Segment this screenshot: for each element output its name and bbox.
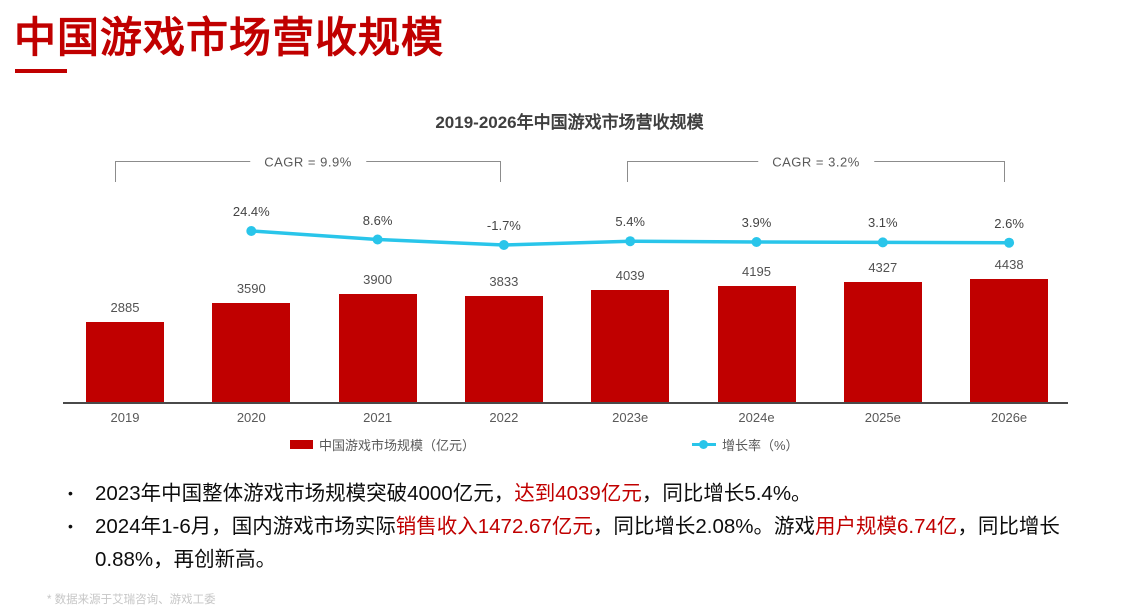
growth-rate-label-2024e: 3.9%: [741, 215, 772, 230]
bar-value-label-2021: 3900: [363, 272, 393, 287]
x-axis-label-2019: 2019: [110, 410, 140, 425]
bar-value-label-2023e: 4039: [615, 268, 645, 283]
bar-2025e: [843, 282, 922, 403]
legend-line-swatch-icon: [692, 439, 716, 450]
growth-point-2025e: [877, 237, 888, 248]
x-axis-label-2025e: 2025e: [864, 410, 901, 425]
highlighted-text-segment: 用户规模6.74亿: [814, 515, 958, 538]
bracket-tick-right: [500, 161, 501, 182]
bar-2024e: [717, 286, 796, 403]
cagr-label-second: CAGR = 3.2%: [758, 154, 874, 170]
bullet-item-1: • 2023年中国整体游戏市场规模突破4000亿元，达到4039亿元，同比增长5.…: [64, 477, 1120, 510]
growth-rate-line: [249, 229, 1011, 247]
text-segment: 2024年1-6月，国内游戏市场实际: [95, 515, 396, 538]
cagr-bracket-2019-2022: CAGR = 9.9%: [115, 154, 501, 182]
bullet-item-2: • 2024年1-6月，国内游戏市场实际销售收入1472.67亿元，同比增长2.0…: [64, 510, 1120, 576]
bar-value-label-2026e: 4438: [994, 257, 1024, 272]
x-axis-label-2022: 2022: [489, 410, 519, 425]
chart-title: 2019-2026年中国游戏市场营收规模: [435, 113, 704, 132]
bar-2023e: [591, 290, 670, 403]
x-axis-label-2020: 2020: [236, 410, 266, 425]
legend-bar-label: 中国游戏市场规模（亿元）: [319, 438, 476, 453]
cagr-label-first: CAGR = 9.9%: [250, 154, 366, 170]
bar-2021: [338, 294, 417, 403]
bracket-tick-right: [1004, 161, 1005, 182]
legend-item-market-size: 中国游戏市场规模（亿元）: [290, 435, 475, 454]
bracket-tick-left: [115, 161, 116, 182]
growth-point-2026e: [1004, 237, 1015, 248]
bullet-text: 2023年中国整体游戏市场规模突破4000亿元，达到4039亿元，同比增长5.4…: [95, 477, 1120, 510]
highlighted-text-segment: 销售收入1472.67亿元: [395, 515, 593, 538]
growth-point-2021: [372, 234, 383, 245]
growth-rate-label-2026e: 2.6%: [994, 215, 1024, 231]
bar-value-label-2025e: 4327: [868, 260, 898, 275]
bar-2019: [86, 322, 164, 403]
bullet-text: 2024年1-6月，国内游戏市场实际销售收入1472.67亿元，同比增长2.08…: [95, 510, 1120, 576]
text-segment: ，同比增长5.4%。: [641, 482, 812, 505]
title-underline-decoration: [15, 69, 67, 73]
bar-value-label-2024e: 4195: [742, 264, 771, 279]
growth-point-2024e: [751, 237, 762, 247]
legend-item-growth-rate: 增长率（%）: [692, 435, 799, 454]
legend-line-label: 增长率（%）: [722, 438, 799, 453]
cagr-bracket-2023-2026: CAGR = 3.2%: [627, 154, 1005, 182]
bar-2026e: [970, 279, 1049, 403]
x-axis-label-2023e: 2023e: [612, 410, 649, 425]
growth-point-2020: [246, 226, 257, 236]
bullet-marker-icon: •: [68, 518, 73, 534]
x-axis-label-2026e: 2026e: [991, 410, 1028, 425]
bar-2020: [212, 303, 291, 403]
growth-rate-label-2022: -1.7%: [486, 218, 521, 233]
data-source-footnote: * 数据来源于艾瑞咨询、游戏工委: [47, 594, 216, 606]
bar-2022: [464, 296, 543, 403]
growth-rate-label-2021: 8.6%: [362, 212, 393, 228]
bar-value-label-2022: 3833: [489, 274, 519, 289]
x-axis-label-2021: 2021: [363, 410, 393, 425]
text-segment: 2023年中国整体游戏市场规模突破4000亿元，: [95, 482, 515, 505]
highlighted-text-segment: 达到4039亿元: [514, 482, 642, 505]
bullet-marker-icon: •: [68, 485, 73, 501]
growth-point-2022: [498, 240, 509, 250]
growth-rate-label-2020: 24.4%: [232, 204, 270, 219]
bracket-tick-left: [627, 161, 628, 182]
bar-value-label-2020: 3590: [236, 281, 266, 296]
text-segment: ，同比增长0.88%，再创新高。: [95, 515, 1060, 571]
legend-bar-swatch-icon: [290, 440, 313, 449]
bar-value-label-2019: 2885: [110, 300, 140, 315]
summary-bullets: • 2023年中国整体游戏市场规模突破4000亿元，达到4039亿元，同比增长5.…: [64, 477, 1120, 576]
text-segment: ，同比增长2.08%。游戏: [592, 515, 815, 538]
growth-rate-label-2025e: 3.1%: [867, 215, 898, 231]
growth-rate-label-2023e: 5.4%: [615, 214, 645, 230]
x-axis-label-2024e: 2024e: [738, 410, 775, 425]
growth-point-2023e: [625, 236, 636, 247]
page-title: 中国游戏市场营收规模: [14, 14, 445, 61]
x-axis-line: [63, 402, 1068, 404]
